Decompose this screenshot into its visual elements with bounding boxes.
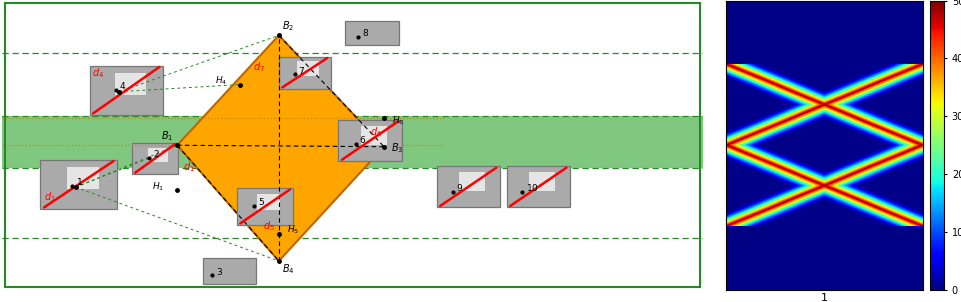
Text: $d_7$: $d_7$	[253, 60, 264, 74]
Text: $d_5$: $d_5$	[262, 219, 275, 233]
Bar	[458, 172, 484, 191]
Bar	[436, 166, 500, 207]
Text: $3$: $3$	[215, 265, 223, 277]
Text: $H_4$: $H_4$	[215, 74, 228, 87]
Text: $d_6$: $d_6$	[370, 125, 382, 139]
Text: $5$: $5$	[258, 196, 264, 207]
Bar	[360, 126, 386, 145]
Bar	[257, 194, 280, 210]
Bar	[236, 188, 293, 225]
Text: $H_5$: $H_5$	[287, 223, 299, 236]
Text: $H_1$: $H_1$	[152, 180, 164, 193]
Text: $8$: $8$	[361, 27, 368, 38]
Text: $7$: $7$	[298, 65, 306, 76]
Text: $H_6$: $H_6$	[392, 114, 405, 127]
Text: $9$: $9$	[456, 182, 463, 193]
Bar	[345, 21, 398, 45]
Bar	[506, 166, 569, 207]
Text: $2$: $2$	[153, 148, 160, 159]
Bar	[67, 167, 99, 189]
Text: $B_2$: $B_2$	[283, 20, 294, 33]
Text: $B_1$: $B_1$	[161, 130, 174, 143]
Bar	[115, 73, 146, 95]
Bar	[279, 56, 331, 89]
Bar	[2, 116, 702, 169]
Text: $d_4$: $d_4$	[91, 66, 104, 80]
Bar	[203, 258, 257, 284]
Polygon shape	[177, 35, 383, 261]
Bar	[297, 61, 318, 76]
Bar	[529, 172, 554, 191]
Bar	[148, 147, 167, 162]
Text: $1$: $1$	[76, 176, 83, 187]
X-axis label: 1: 1	[820, 293, 827, 302]
Text: $B_3$: $B_3$	[390, 141, 403, 155]
Bar	[40, 159, 117, 209]
Text: $B_4$: $B_4$	[283, 262, 295, 276]
Bar	[338, 120, 402, 161]
Text: $6$: $6$	[359, 134, 366, 145]
Text: $d_1$: $d_1$	[44, 190, 56, 204]
Text: $10$: $10$	[525, 182, 538, 193]
Bar	[89, 66, 162, 115]
Bar	[132, 143, 178, 174]
Text: $d_1$: $d_1$	[183, 160, 194, 174]
Text: $4$: $4$	[119, 80, 126, 92]
